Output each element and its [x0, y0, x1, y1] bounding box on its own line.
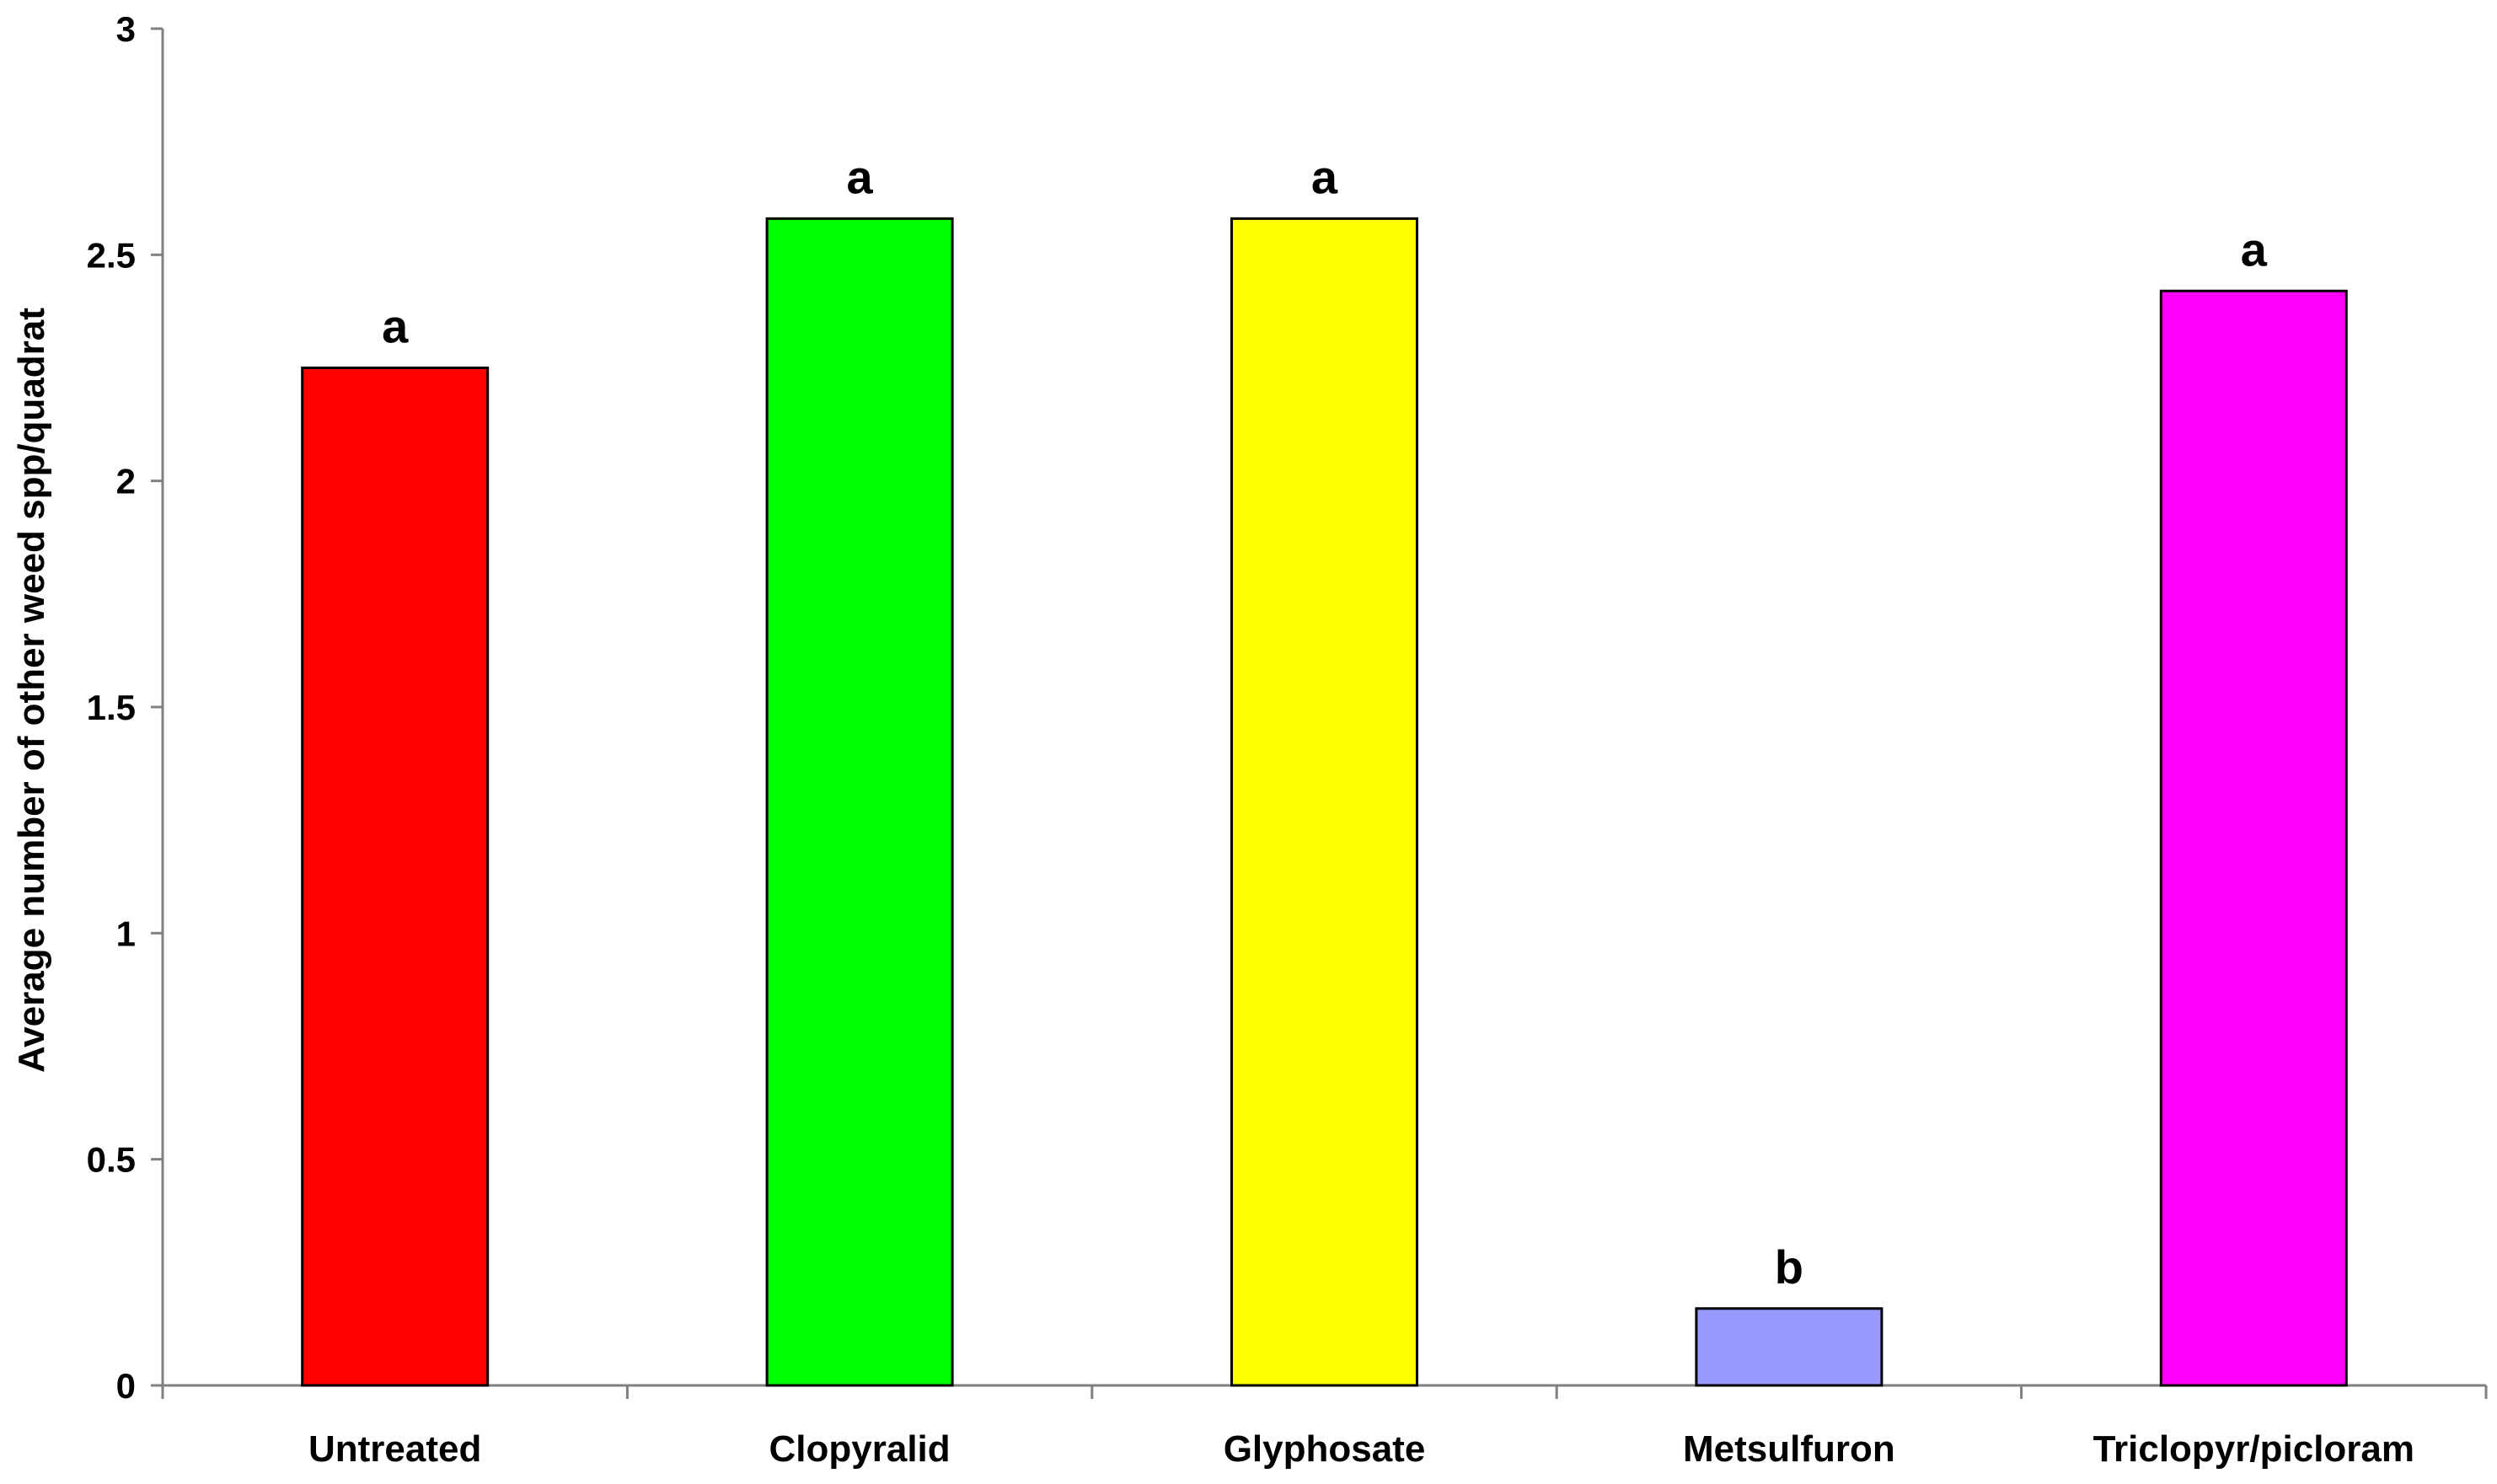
x-category-label: Glyphosate: [1224, 1428, 1426, 1470]
significance-letter: a: [1311, 150, 1338, 203]
x-category-label: Untreated: [308, 1428, 481, 1470]
y-tick-label: 1.5: [87, 688, 136, 727]
significance-letter: b: [1775, 1240, 1803, 1294]
bar-clopyralid: [765, 217, 954, 1387]
significance-letter: a: [2241, 222, 2268, 276]
y-tick-label: 2: [116, 462, 136, 501]
bar-triclopyr-picloram: [2159, 289, 2348, 1387]
y-tick-label: 1: [116, 913, 136, 953]
y-tick-label: 0: [116, 1366, 136, 1406]
y-tick-label: 3: [116, 9, 136, 49]
bar-metsulfuron: [1695, 1307, 1883, 1387]
bar-untreated: [301, 367, 490, 1387]
y-axis-title: Average number of other weed spp/quadrat: [11, 308, 52, 1073]
significance-letter: a: [847, 150, 874, 203]
x-category-label: Triclopyr/picloram: [2093, 1428, 2414, 1470]
x-category-label: Metsulfuron: [1683, 1428, 1895, 1470]
bar-glyphosate: [1230, 217, 1418, 1387]
x-category-label: Clopyralid: [769, 1428, 951, 1470]
y-tick-label: 2.5: [87, 235, 136, 275]
y-tick-label: 0.5: [87, 1140, 136, 1180]
significance-letter: a: [382, 300, 409, 353]
